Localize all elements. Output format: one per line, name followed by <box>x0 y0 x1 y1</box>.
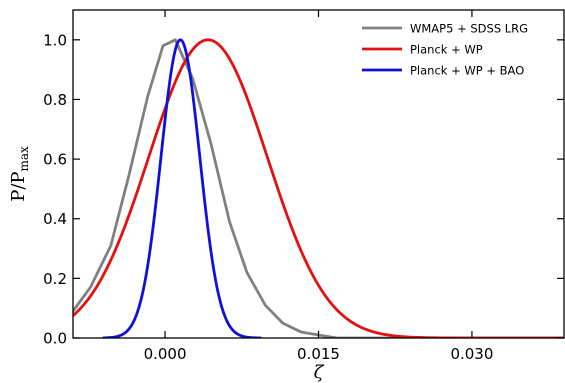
y-tick-label: 0.6 <box>43 151 67 169</box>
x-tick-label: 0.030 <box>450 345 493 363</box>
x-axis-label: ζ <box>314 362 325 383</box>
legend-item-1: WMAP5 + SDSS LRG <box>362 22 528 36</box>
y-axis-label-main: P/P <box>8 172 29 202</box>
y-ticks: 0.0 0.2 0.4 0.6 0.8 1.0 <box>43 31 564 348</box>
y-tick-label: 0.4 <box>43 210 67 228</box>
legend-item-3: Planck + WP + BAO <box>362 64 524 78</box>
y-tick-label: 1.0 <box>43 31 67 49</box>
y-axis-label: P/Pmax <box>8 146 31 202</box>
legend-item-2: Planck + WP <box>362 43 483 57</box>
legend-label: Planck + WP + BAO <box>410 64 524 78</box>
legend-label: Planck + WP <box>410 43 483 57</box>
legend-label: WMAP5 + SDSS LRG <box>410 22 528 36</box>
x-ticks: 0.000 0.015 0.030 <box>144 10 493 363</box>
series-line-2 <box>73 38 564 338</box>
plot-frame <box>72 9 565 339</box>
y-tick-label: 0.8 <box>43 91 67 109</box>
legend: WMAP5 + SDSS LRG Planck + WP Planck + WP +… <box>362 22 528 78</box>
series-line-1 <box>73 38 564 338</box>
y-axis-label-subscript: max <box>17 146 31 172</box>
y-tick-label: 0.2 <box>43 270 67 288</box>
plot-lines <box>73 38 564 338</box>
x-tick-label: 0.015 <box>297 345 340 363</box>
series-line-3 <box>102 38 262 338</box>
x-tick-label: 0.000 <box>144 345 187 363</box>
y-tick-label: 0.0 <box>43 330 67 348</box>
